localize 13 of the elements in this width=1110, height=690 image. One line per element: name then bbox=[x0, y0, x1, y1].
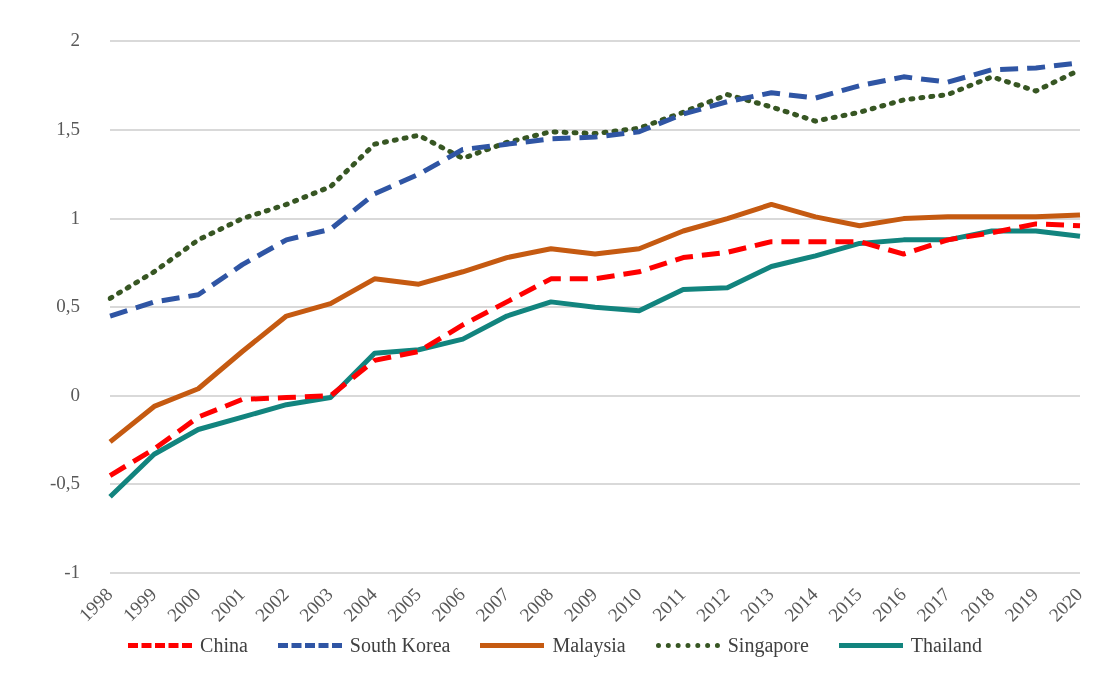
legend-label: Singapore bbox=[727, 634, 809, 657]
legend-label: Malaysia bbox=[552, 634, 626, 657]
y-tick-label: 1 bbox=[70, 206, 81, 228]
legend-label: South Korea bbox=[349, 634, 451, 657]
y-tick-label: 1,5 bbox=[56, 117, 81, 139]
legend-label: Thailand bbox=[910, 634, 982, 657]
y-tick-label: 0 bbox=[70, 383, 81, 405]
y-tick-label: 0,5 bbox=[56, 295, 81, 317]
y-tick-label: -1 bbox=[64, 560, 81, 582]
y-tick-label: 2 bbox=[70, 29, 81, 51]
legend-label: China bbox=[200, 634, 248, 657]
x-tick-label: 1999 bbox=[118, 583, 161, 626]
y-tick-label: -0,5 bbox=[50, 472, 81, 494]
